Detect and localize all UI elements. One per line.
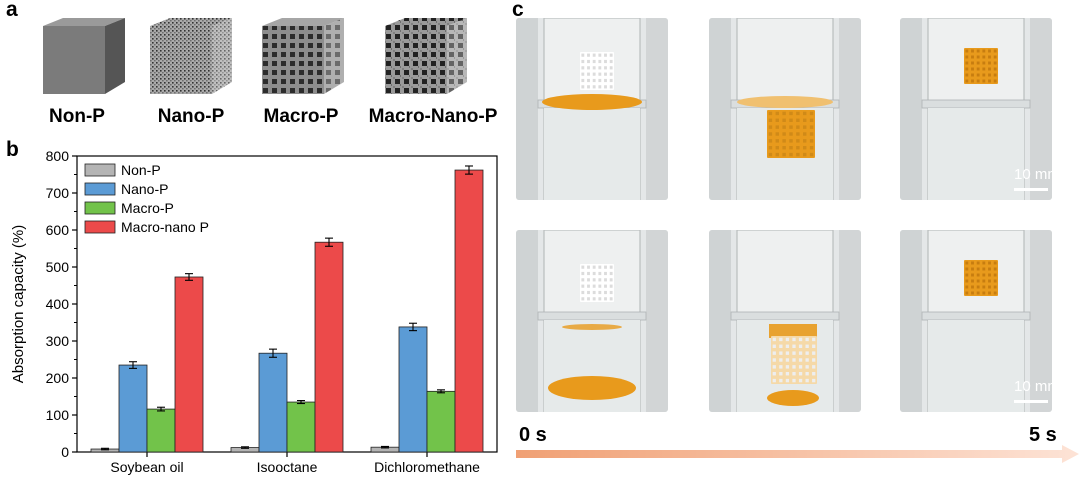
scale-bar (1014, 400, 1048, 403)
bar (258, 352, 288, 453)
bar (118, 364, 148, 453)
legend-swatch (84, 182, 116, 196)
legend-swatch (84, 201, 116, 215)
time-start-label: 0 s (519, 424, 547, 446)
bar (286, 401, 316, 453)
y-tick-label: 0 (61, 444, 69, 460)
cube-macro-p (262, 18, 344, 94)
y-tick-label: 600 (46, 222, 70, 238)
cube-nano-p (150, 18, 232, 94)
bar (146, 408, 176, 453)
scale-bar (1014, 188, 1048, 191)
photo-frame (516, 18, 668, 200)
time-end-label: 5 s (1029, 424, 1057, 446)
y-tick-label: 500 (46, 259, 70, 275)
panel-a-letter: a (6, 0, 18, 21)
photo-frame (900, 18, 1052, 200)
x-tick-label: Soybean oil (110, 459, 183, 475)
absorption-bar-chart: 0 100 200 300 400 500 600 700 800 Absorption capa… (10, 148, 498, 475)
cube-label-macro-p: Macro-P (263, 106, 339, 127)
cube-macro-nano-p (385, 18, 467, 94)
scale-bar-label: 10 mm (1014, 166, 1060, 183)
scale-bar-label: 10 mm (1014, 378, 1060, 395)
y-tick-label: 300 (46, 333, 70, 349)
photo-frame (516, 230, 668, 412)
legend-label: Non-P (121, 162, 161, 178)
panel-b-letter: b (6, 138, 19, 161)
cube-label-nano-p: Nano-P (157, 106, 225, 127)
y-tick-label: 100 (46, 407, 70, 423)
bar (314, 241, 344, 453)
cube-label-non-p: Non-P (49, 106, 105, 127)
bar (398, 326, 428, 453)
bar (174, 276, 204, 453)
x-tick-label: Isooctane (257, 459, 318, 475)
y-tick-label: 200 (46, 370, 70, 386)
legend-swatch (84, 163, 116, 177)
bar (454, 169, 484, 453)
legend-swatch (84, 220, 116, 234)
x-tick-label: Dichloromethane (374, 459, 480, 475)
cube-non-p (43, 18, 125, 94)
time-arrow (516, 445, 1079, 463)
photo-frame (709, 18, 861, 200)
photo-frame (709, 230, 861, 412)
photo-frame (900, 230, 1052, 412)
cube-label-macro-nano-p: Macro-Nano-P (368, 106, 498, 127)
panel-c-letter: c (512, 0, 524, 21)
bar (426, 390, 456, 453)
legend-label: Nano-P (121, 181, 168, 197)
y-tick-label: 800 (46, 148, 70, 164)
y-tick-label: 400 (46, 296, 70, 312)
y-tick-label: 700 (46, 185, 70, 201)
y-axis-label: Absorption capacity (%) (10, 225, 27, 383)
legend-label: Macro-nano P (121, 219, 209, 235)
legend-label: Macro-P (121, 200, 174, 216)
